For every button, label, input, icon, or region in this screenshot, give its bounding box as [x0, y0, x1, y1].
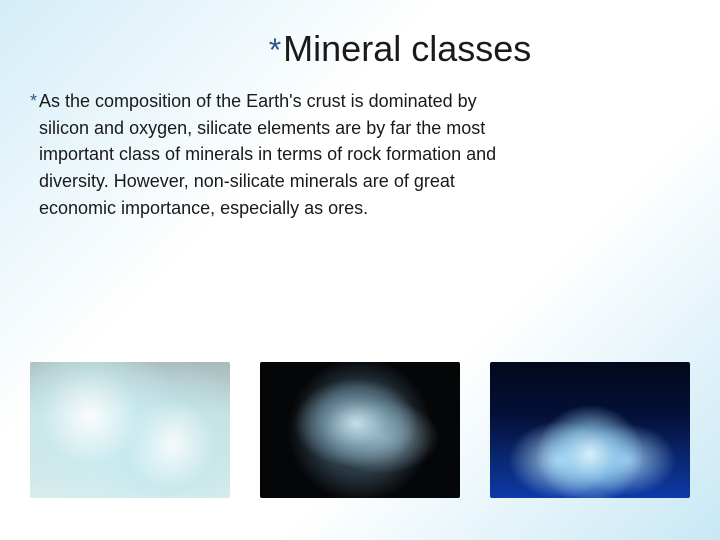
body-bullet-asterisk: *	[30, 88, 37, 114]
title-bullet-asterisk: *	[269, 32, 281, 69]
mineral-image-2	[260, 362, 460, 498]
body-text-block: * As the composition of the Earth's crus…	[0, 70, 560, 221]
image-row	[30, 362, 690, 498]
mineral-image-1	[30, 362, 230, 498]
mineral-image-3	[490, 362, 690, 498]
slide-title: Mineral classes	[283, 28, 531, 70]
crystal-illustration	[260, 362, 460, 498]
slide-title-row: * Mineral classes	[80, 0, 720, 70]
crystal-illustration	[490, 362, 690, 498]
body-bullet-row: * As the composition of the Earth's crus…	[30, 88, 512, 221]
crystal-illustration	[30, 362, 230, 498]
body-paragraph: As the composition of the Earth's crust …	[39, 88, 512, 221]
